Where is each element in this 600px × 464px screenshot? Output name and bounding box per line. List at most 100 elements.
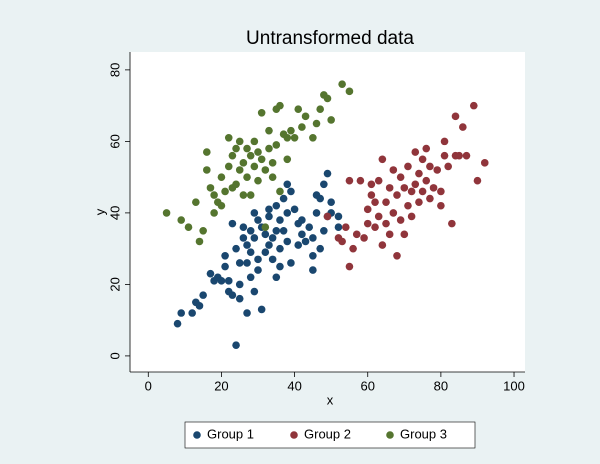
point xyxy=(298,230,306,239)
point xyxy=(173,319,182,328)
point xyxy=(444,162,452,171)
point xyxy=(283,155,292,164)
point xyxy=(268,255,277,264)
point xyxy=(268,159,277,167)
point xyxy=(228,219,237,228)
x-tick-label: 100 xyxy=(503,378,525,393)
point xyxy=(250,209,259,217)
point xyxy=(309,134,317,142)
point xyxy=(367,191,376,199)
point xyxy=(276,262,284,271)
point xyxy=(290,205,299,214)
point xyxy=(283,209,292,217)
point xyxy=(210,209,218,217)
point xyxy=(195,237,204,246)
point xyxy=(254,255,262,264)
point xyxy=(254,266,262,274)
point xyxy=(276,244,284,253)
point xyxy=(232,144,240,153)
point xyxy=(217,277,226,285)
point xyxy=(254,176,262,185)
point xyxy=(382,198,390,206)
point xyxy=(188,309,196,317)
point xyxy=(363,205,372,214)
point xyxy=(363,219,372,228)
point xyxy=(192,198,200,206)
point xyxy=(265,126,273,135)
point xyxy=(283,134,292,142)
point xyxy=(272,141,281,149)
legend-marker xyxy=(386,431,394,439)
point xyxy=(393,191,401,199)
point xyxy=(396,216,405,224)
point xyxy=(272,201,281,210)
point xyxy=(257,305,266,314)
point xyxy=(385,230,394,239)
point xyxy=(345,176,354,185)
point xyxy=(316,244,324,253)
point xyxy=(448,219,456,228)
point xyxy=(473,176,482,185)
point xyxy=(261,166,270,174)
point xyxy=(232,180,240,189)
point xyxy=(232,244,240,253)
point xyxy=(309,266,317,274)
point xyxy=(294,105,303,114)
point xyxy=(243,259,251,267)
point xyxy=(203,148,211,156)
y-tick-label: 40 xyxy=(107,206,122,220)
point xyxy=(246,248,255,257)
point xyxy=(378,155,387,164)
point xyxy=(360,234,368,242)
point xyxy=(426,162,434,171)
point xyxy=(411,148,420,156)
point xyxy=(352,230,361,239)
point xyxy=(268,173,277,181)
point xyxy=(338,80,346,88)
point xyxy=(312,209,321,217)
point xyxy=(415,169,423,178)
point xyxy=(228,151,237,160)
point xyxy=(177,309,186,317)
y-axis-label: y xyxy=(92,208,107,215)
point xyxy=(367,180,376,189)
point xyxy=(232,341,240,349)
point xyxy=(283,180,292,189)
point xyxy=(451,112,460,121)
x-tick-label: 0 xyxy=(145,378,152,393)
point xyxy=(415,198,423,206)
point xyxy=(243,309,251,317)
point xyxy=(418,187,427,196)
point xyxy=(261,248,270,257)
point xyxy=(345,262,354,271)
point xyxy=(235,294,244,303)
point xyxy=(426,194,434,203)
point xyxy=(268,234,277,242)
point xyxy=(389,209,398,217)
point xyxy=(290,134,299,142)
point xyxy=(239,159,248,167)
point xyxy=(199,226,207,235)
legend-marker xyxy=(193,431,201,439)
point xyxy=(239,191,248,199)
chart-title: Untransformed data xyxy=(246,28,414,49)
point xyxy=(422,176,431,185)
point xyxy=(246,191,255,199)
point xyxy=(254,216,262,224)
point xyxy=(210,191,218,199)
point xyxy=(371,198,379,206)
point xyxy=(283,237,292,246)
point xyxy=(341,223,350,231)
point xyxy=(323,94,332,103)
point xyxy=(440,137,449,146)
point xyxy=(320,226,328,235)
point xyxy=(239,234,248,242)
legend-label: Group 1 xyxy=(207,426,254,441)
point xyxy=(437,201,445,210)
point xyxy=(250,287,259,296)
point xyxy=(235,166,244,174)
point xyxy=(305,223,314,231)
point xyxy=(327,116,335,124)
point xyxy=(349,244,357,253)
point xyxy=(327,198,335,206)
